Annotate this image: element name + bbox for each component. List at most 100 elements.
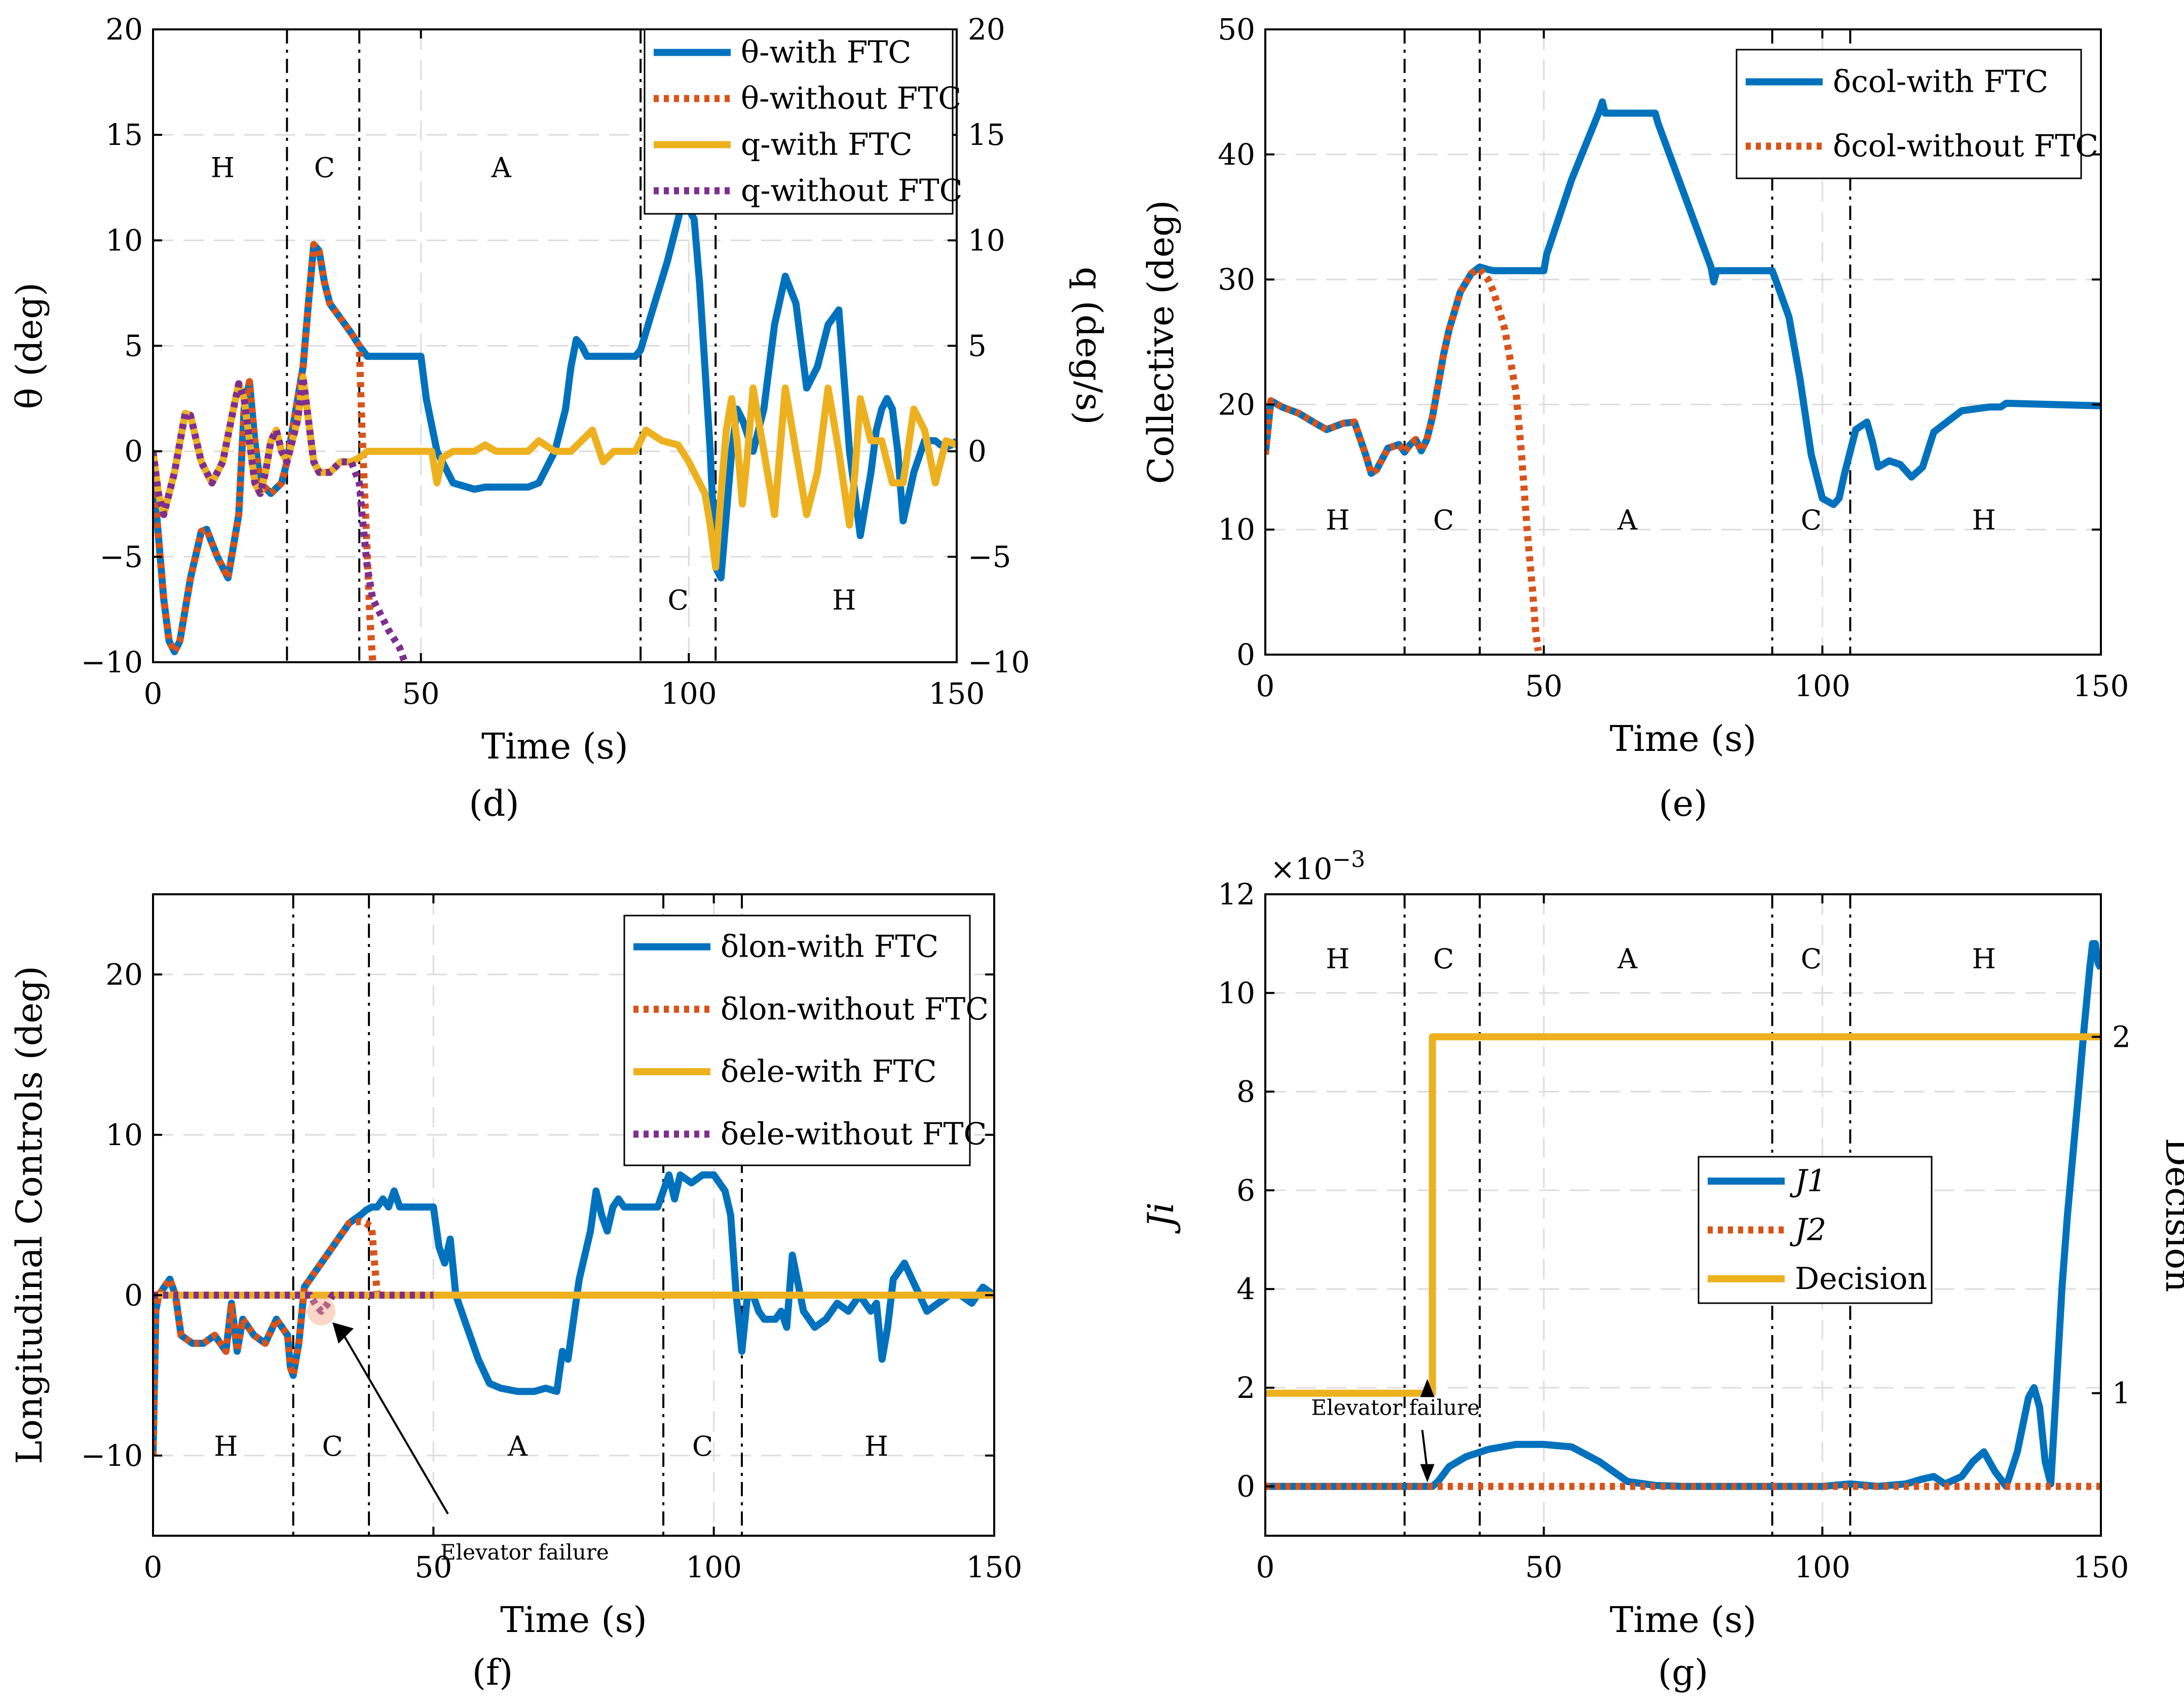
x-tick-label: 0 bbox=[144, 676, 163, 711]
panel-label: (e) bbox=[1659, 783, 1707, 824]
y-tick-label: −10 bbox=[81, 1438, 143, 1473]
legend-entry: θ-without FTC bbox=[741, 81, 961, 117]
region-label: C bbox=[1801, 943, 1822, 975]
legend: δlon-with FTC δlon-without FTC δele-with F… bbox=[623, 915, 989, 1166]
region-label: A bbox=[507, 1430, 528, 1462]
y-right-tick-label: 5 bbox=[968, 329, 987, 363]
panel-label: (d) bbox=[469, 783, 519, 824]
y-right-tick-label: −5 bbox=[968, 540, 1011, 574]
legend-entry: Decision bbox=[1795, 1261, 1927, 1297]
y-tick-label: 10 bbox=[105, 223, 143, 257]
region-label: C bbox=[322, 1430, 343, 1462]
annotation-arrowhead bbox=[332, 1322, 354, 1344]
legend-box bbox=[623, 915, 971, 1166]
legend-entry: J2 bbox=[1789, 1212, 1826, 1248]
x-axis-label: Time (s) bbox=[1610, 1599, 1757, 1641]
y-tick-label: 8 bbox=[1236, 1075, 1255, 1109]
y-tick-label: 20 bbox=[1218, 387, 1255, 422]
y-tick-label: 0 bbox=[1236, 1469, 1255, 1504]
y-right-tick-label: 0 bbox=[968, 434, 987, 469]
region-label: C bbox=[1433, 943, 1454, 975]
legend-entry: q-without FTC bbox=[741, 173, 963, 209]
axes-frame bbox=[152, 893, 995, 1537]
annotation-label: Elevator failure bbox=[440, 1540, 609, 1565]
y-right-tick-label: 10 bbox=[968, 223, 1005, 257]
region-label: A bbox=[1617, 943, 1638, 975]
legend-entry: θ-with FTC bbox=[741, 35, 911, 70]
x-tick-label: 150 bbox=[929, 676, 985, 711]
region-label: C bbox=[668, 584, 689, 616]
panel-label: (f) bbox=[472, 1652, 513, 1693]
region-label: H bbox=[1326, 943, 1349, 975]
legend-entry: δele-without FTC bbox=[721, 1116, 987, 1152]
x-tick-label: 150 bbox=[966, 1550, 1023, 1584]
axis-exponent-label: ×10−3 bbox=[1270, 847, 1365, 886]
series-line--lon-with-ftc bbox=[153, 1171, 994, 1456]
y-tick-label: 12 bbox=[1218, 877, 1255, 912]
legend-entry: q-with FTC bbox=[741, 127, 913, 163]
x-tick-label: 100 bbox=[1794, 1550, 1851, 1584]
y-tick-label: 6 bbox=[1236, 1173, 1255, 1207]
y-tick-label: −5 bbox=[100, 540, 143, 574]
y-right-tick-label: 15 bbox=[968, 118, 1005, 152]
legend-box bbox=[644, 28, 954, 215]
legend-entry: δlon-without FTC bbox=[721, 992, 989, 1027]
axes-frame bbox=[1264, 893, 2102, 1537]
legend-entry: δele-with FTC bbox=[721, 1054, 937, 1089]
chart-panel-e: H C A C H 0 50 100 150 0 10 20 30 40 50 Time (s) Collect… bbox=[1140, 12, 2129, 824]
region-label: H bbox=[1972, 943, 1996, 975]
x-tick-label: 50 bbox=[1525, 1550, 1563, 1584]
y-tick-label: 0 bbox=[1236, 637, 1255, 672]
region-label: H bbox=[214, 1430, 238, 1462]
series-group bbox=[153, 195, 957, 662]
y-tick-label: 0 bbox=[124, 1278, 143, 1312]
panel-label: (g) bbox=[1658, 1652, 1708, 1693]
x-tick-label: 150 bbox=[2073, 1550, 2129, 1584]
annotation-label: Elevator failure bbox=[1311, 1395, 1480, 1420]
annotation-arrowhead-up bbox=[1420, 1379, 1435, 1397]
x-tick-label: 100 bbox=[686, 1550, 742, 1584]
series-group bbox=[153, 1171, 994, 1456]
y-tick-label: 10 bbox=[1218, 512, 1255, 547]
y-tick-label: 20 bbox=[105, 12, 143, 47]
series-line--col-without-ftc bbox=[1265, 265, 1542, 652]
y-axis-label: θ (deg) bbox=[9, 282, 50, 409]
legend: δcol-with FTC δcol-without FTC bbox=[1736, 49, 2098, 179]
x-tick-label: 150 bbox=[2073, 669, 2129, 703]
x-tick-label: 50 bbox=[1525, 669, 1563, 703]
legend-box bbox=[1736, 49, 2082, 179]
series-group bbox=[1265, 940, 2101, 1490]
y-axis-label: Collective (deg) bbox=[1140, 200, 1182, 484]
region-label: H bbox=[1972, 504, 1996, 536]
x-tick-label: 100 bbox=[661, 676, 717, 711]
region-label: C bbox=[692, 1430, 713, 1462]
y-tick-label: 50 bbox=[1218, 12, 1255, 47]
region-label: H bbox=[864, 1430, 888, 1462]
chart-panel-d: H C AC H0 50 100 150−10−505101520−10−505101520… bbox=[9, 12, 1110, 824]
failure-marker bbox=[307, 1297, 335, 1325]
x-axis-label: Time (s) bbox=[1610, 718, 1757, 760]
legend-entry: δcol-without FTC bbox=[1833, 129, 2098, 164]
y-axis-label: Longitudinal Controls (deg) bbox=[9, 966, 50, 1464]
y-right-tick-label: 20 bbox=[968, 12, 1005, 47]
series-line-decision bbox=[1265, 1033, 2101, 1397]
region-label: H bbox=[1326, 504, 1349, 536]
series-line--col-with-ftc bbox=[1265, 98, 2101, 508]
x-tick-label: 0 bbox=[1256, 669, 1275, 703]
series-line-q-with-ftc bbox=[153, 373, 957, 571]
y-tick-label: 10 bbox=[1218, 976, 1255, 1010]
y-right-tick-label: −10 bbox=[968, 645, 1030, 679]
region-label: A bbox=[1617, 504, 1638, 536]
legend-entry: J1 bbox=[1789, 1163, 1826, 1199]
y-tick-label: 10 bbox=[105, 1118, 143, 1152]
y-tick-label: 2 bbox=[1236, 1371, 1255, 1405]
region-label: C bbox=[1801, 504, 1822, 536]
annotation-arrow bbox=[341, 1331, 449, 1514]
series-line--without-ftc bbox=[153, 241, 376, 662]
region-label: H bbox=[832, 584, 856, 616]
x-tick-label: 100 bbox=[1794, 669, 1851, 703]
x-tick-label: 50 bbox=[415, 1550, 452, 1584]
region-label: A bbox=[491, 151, 512, 183]
region-label: H bbox=[211, 151, 235, 183]
y-axis-label: Ji bbox=[1140, 1202, 1182, 1234]
